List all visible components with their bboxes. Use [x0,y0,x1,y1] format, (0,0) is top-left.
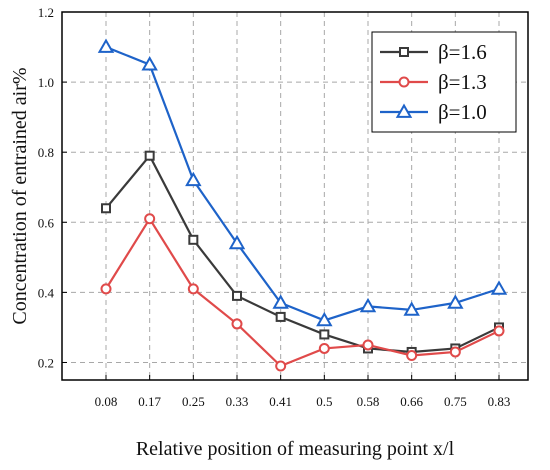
series-line [106,156,499,352]
data-point [102,284,111,293]
legend-label: β=1.3 [438,70,487,94]
data-point [277,313,285,321]
y-axis-label: Concentration of entrained air% [9,67,31,324]
series-square [102,152,503,356]
x-tick-label: 0.08 [95,394,118,409]
data-point [276,361,285,370]
data-point [364,340,373,349]
legend-label: β=1.0 [438,100,487,124]
y-tick-label: 0.8 [38,145,54,160]
y-tick-label: 0.6 [38,215,55,230]
x-tick-label: 0.66 [400,394,423,409]
data-point [187,174,200,185]
x-tick-label: 0.58 [357,394,380,409]
y-tick-label: 1.2 [38,5,54,20]
data-point [407,351,416,360]
data-point [451,347,460,356]
data-point [146,152,154,160]
data-point [100,41,113,52]
data-point [145,214,154,223]
x-tick-label: 0.33 [226,394,249,409]
x-tick-label: 0.75 [444,394,467,409]
legend: β=1.6 β=1.3 β=1.0 [372,32,516,132]
data-point [233,292,241,300]
x-tick-label: 0.25 [182,394,205,409]
y-tick-label: 0.4 [38,285,55,300]
data-point [320,330,328,338]
x-tick-label: 0.41 [269,394,292,409]
data-point [495,326,504,335]
x-tick-label: 0.83 [488,394,511,409]
data-point [362,300,375,311]
y-tick-label: 0.2 [38,355,54,370]
legend-marker [400,78,409,87]
x-tick-label: 0.5 [316,394,332,409]
x-axis-label: Relative position of measuring point x/l [136,438,455,460]
legend-label: β=1.6 [438,40,487,64]
data-point [102,204,110,212]
data-point [189,284,198,293]
y-tick-label: 1.0 [38,75,54,90]
legend-marker [400,48,408,56]
data-point [493,282,506,293]
data-point [320,344,329,353]
x-tick-label: 0.17 [138,394,161,409]
data-point [233,319,242,328]
data-point [189,236,197,244]
